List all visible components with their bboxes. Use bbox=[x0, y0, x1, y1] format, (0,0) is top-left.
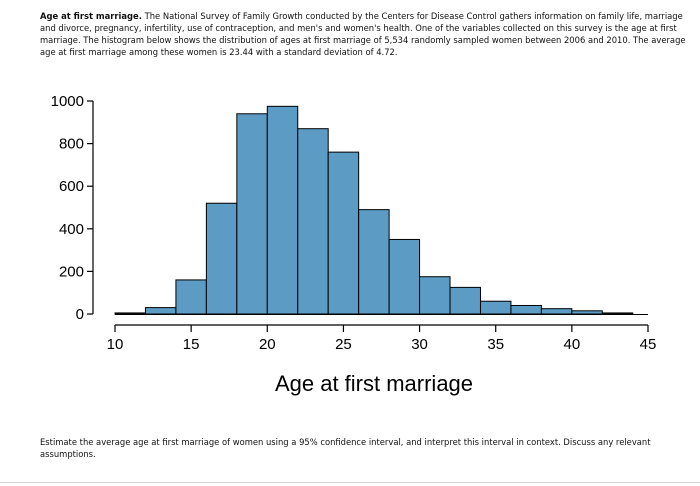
histogram-bars bbox=[114, 105, 648, 315]
histogram-bar-34-36 bbox=[479, 300, 512, 315]
histogram-bar-16-18 bbox=[205, 202, 238, 315]
x-tick-label: 30 bbox=[411, 336, 428, 353]
bottom-divider bbox=[0, 482, 700, 483]
histogram-bar-18-20 bbox=[236, 113, 268, 315]
y-axis: 0 200 400 600 800 1000 bbox=[51, 93, 94, 323]
x-tick-label: 15 bbox=[183, 336, 200, 353]
y-tick-label: 0 bbox=[76, 306, 84, 323]
x-tick-label: 45 bbox=[640, 336, 657, 353]
x-tick-label: 25 bbox=[335, 336, 352, 353]
y-tick-label: 800 bbox=[59, 136, 84, 153]
y-tick-label: 600 bbox=[59, 178, 84, 195]
histogram-bar-26-28 bbox=[358, 209, 390, 315]
intro-lead: Age at first marriage. bbox=[40, 11, 142, 21]
histogram-bar-10-12 bbox=[114, 312, 146, 315]
question-text: Estimate the average age at first marria… bbox=[40, 437, 651, 459]
histogram-bar-24-26 bbox=[327, 151, 360, 315]
y-tick-label: 400 bbox=[59, 221, 84, 238]
histogram-bar-32-34 bbox=[449, 286, 481, 315]
histogram-bar-22-24 bbox=[297, 128, 329, 315]
histogram-bar-30-32 bbox=[419, 276, 451, 315]
y-tick-label: 1000 bbox=[51, 93, 84, 110]
y-tick-label: 200 bbox=[59, 263, 84, 280]
histogram-bar-20-22 bbox=[266, 105, 299, 315]
histogram-bar-38-40 bbox=[540, 308, 573, 315]
intro-body: The National Survey of Family Growth con… bbox=[40, 11, 686, 57]
x-tick-label: 10 bbox=[107, 336, 124, 353]
histogram-bar-12-14 bbox=[144, 307, 177, 315]
x-tick-label: 35 bbox=[487, 336, 504, 353]
intro-text: Age at first marriage. The National Surv… bbox=[40, 10, 695, 58]
histogram-bar-36-38 bbox=[510, 304, 542, 315]
histogram-chart: 0 200 400 600 800 1000 10 15 20 25 30 35 40 45 Age a… bbox=[51, 93, 657, 396]
x-tick-label: 40 bbox=[564, 336, 581, 353]
histogram-bar-40-42 bbox=[571, 310, 603, 315]
x-tick-label: 20 bbox=[259, 336, 276, 353]
histogram-bar-28-30 bbox=[388, 238, 421, 315]
histogram-bar-42-44 bbox=[601, 312, 634, 315]
x-axis: 10 15 20 25 30 35 40 45 bbox=[107, 324, 657, 353]
histogram-bar-14-16 bbox=[175, 279, 207, 315]
x-axis-label: Age at first marriage bbox=[275, 371, 473, 396]
